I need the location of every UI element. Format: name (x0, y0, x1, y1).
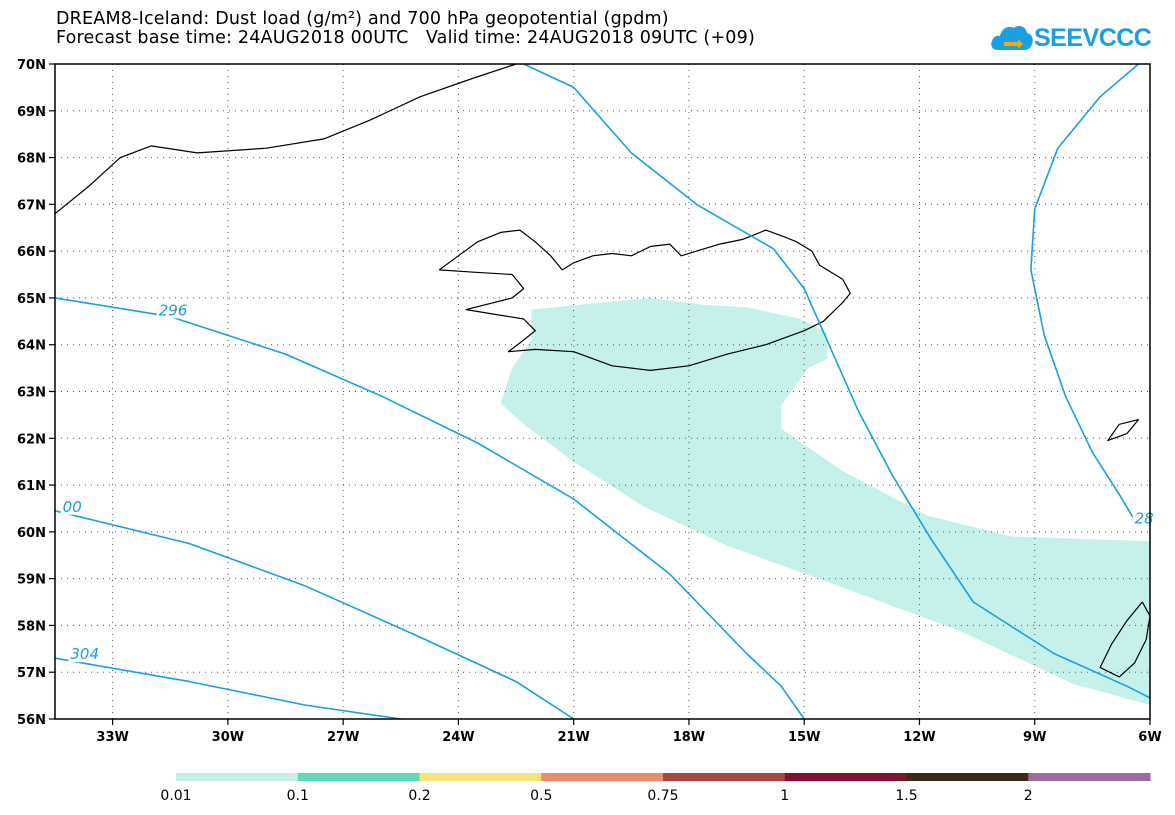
coastline (438, 229, 851, 371)
color-legend: 0.01 0.1 0.2 0.5 0.75 1 1.5 2 (160, 773, 1151, 804)
latitude-axis: 70N 69N 68N 67N 66N 65N 64N 63N 62N 61N 60N 59N 58N 5… (17, 58, 55, 728)
contour-label-bg (1132, 510, 1155, 527)
legend-label: 0.75 (647, 788, 678, 804)
lat-tick-label: 69N (17, 105, 46, 120)
lat-tick-label: 70N (17, 58, 46, 73)
seevccc-logo: SEEVCCC (990, 20, 1152, 56)
legend-swatch (419, 773, 542, 781)
coastline (54, 63, 517, 215)
lon-tick-label: 30W (212, 730, 244, 745)
lat-tick-label: 60N (17, 526, 46, 541)
lat-tick-label: 61N (17, 479, 46, 494)
lat-tick-label: 58N (17, 619, 46, 634)
legend-swatch (1028, 773, 1151, 781)
dust-plume-area (500, 297, 1150, 705)
lat-tick-label: 67N (17, 198, 46, 213)
legend-label: 1 (780, 788, 789, 804)
lat-tick-label: 66N (17, 245, 46, 260)
legend-label: 0.1 (287, 788, 309, 804)
legend-label: 1.5 (895, 788, 917, 804)
lon-tick-label: 24W (442, 730, 474, 745)
cloud-arrow-icon (991, 25, 1033, 50)
contour-label-bg (60, 498, 83, 515)
lon-tick-label: 21W (557, 730, 589, 745)
title-line-1: DREAM8-Iceland: Dust load (g/m²) and 700… (56, 9, 669, 29)
lat-tick-label: 64N (17, 339, 46, 354)
legend-swatch (784, 773, 907, 781)
legend-swatch (906, 773, 1029, 781)
coastline (1099, 601, 1151, 678)
legend-swatch (541, 773, 664, 781)
contour-label: 296 (159, 301, 188, 319)
lon-tick-label: 9W (1023, 730, 1046, 745)
legend-label: 0.5 (530, 788, 552, 804)
legend-swatch (297, 773, 420, 781)
lon-tick-label: 27W (327, 730, 359, 745)
contour-label: 28 (1135, 510, 1154, 528)
lon-tick-label: 33W (96, 730, 128, 745)
contour-label: 00 (63, 498, 82, 516)
lat-tick-label: 62N (17, 432, 46, 447)
contour-label-bg (156, 302, 188, 319)
lon-tick-label: 18W (673, 730, 705, 745)
lat-tick-label: 57N (17, 666, 46, 681)
longitude-axis: 33W 30W 27W 24W 21W 18W 15W 12W 9W 6W (96, 719, 1162, 745)
coastline (1107, 419, 1140, 442)
legend-swatch (663, 773, 786, 781)
chart-title: DREAM8-Iceland: Dust load (g/m²) and 700… (56, 10, 755, 48)
geopotential-contour (54, 297, 805, 720)
lon-tick-label: 12W (903, 730, 935, 745)
valid-time: Valid time: 24AUG2018 09UTC (+09) (425, 28, 756, 48)
geopotential-contour (523, 63, 1151, 699)
lon-tick-label: 6W (1138, 730, 1161, 745)
lat-tick-label: 56N (17, 713, 46, 728)
legend-label: 2 (1024, 788, 1033, 804)
coastlines (54, 63, 1151, 678)
map-gridlines (55, 64, 1150, 719)
lat-tick-label: 68N (17, 152, 46, 167)
contour-label: 304 (70, 645, 99, 663)
geopotential-contour (1030, 63, 1140, 521)
geopotential-contour (54, 657, 401, 720)
forecast-base-time: Forecast base time: 24AUG2018 00UTC (56, 28, 409, 48)
legend-label: 0.01 (160, 788, 191, 804)
lat-tick-label: 63N (17, 386, 46, 401)
lat-tick-label: 65N (17, 292, 46, 307)
logo-text: SEEVCCC (1034, 24, 1152, 52)
dust-load-layer (500, 297, 1150, 705)
legend-swatch (176, 773, 299, 781)
lon-tick-label: 15W (788, 730, 820, 745)
legend-label: 0.2 (408, 788, 430, 804)
contour-label-bg (68, 646, 100, 663)
lat-tick-label: 59N (17, 573, 46, 588)
geopotential-contours (54, 63, 1151, 720)
geopotential-contour (54, 510, 575, 720)
contour-labels: 296 00 304 28 (60, 301, 1155, 663)
